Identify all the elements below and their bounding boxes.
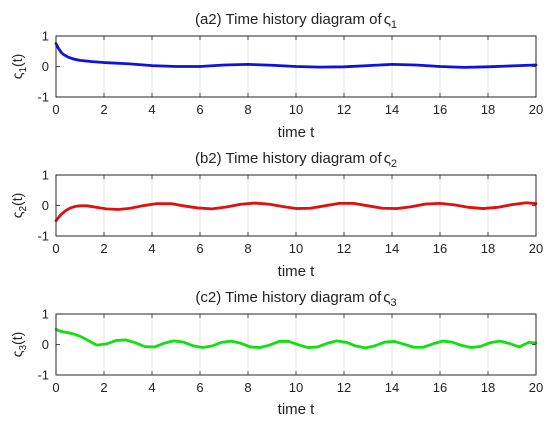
x-tick-label: 20 bbox=[529, 380, 543, 395]
y-axis-label-symbol: ς bbox=[9, 72, 25, 79]
chart-title-symbol: ς bbox=[384, 150, 391, 167]
y-axis-label-suffix: (t) bbox=[9, 54, 25, 67]
subplot-2: 0 2 4 6 8 10 12 14 16 18 20-101(b2) Time history d… bbox=[9, 150, 543, 280]
x-tick-label: 6 bbox=[196, 102, 203, 117]
x-tick-label: 4 bbox=[148, 380, 155, 395]
x-tick-label: 16 bbox=[433, 380, 447, 395]
x-tick-label: 10 bbox=[289, 241, 303, 256]
x-tick-label: 14 bbox=[385, 241, 399, 256]
y-axis-label-subscript: 2 bbox=[18, 206, 29, 212]
subplot-1: 0 2 4 6 8 10 12 14 16 18 20-101(a2) Time history d… bbox=[9, 11, 543, 141]
x-tick-label: 20 bbox=[529, 102, 543, 117]
x-tick-label: 8 bbox=[244, 241, 251, 256]
x-tick-label: 14 bbox=[385, 102, 399, 117]
y-tick-label: 1 bbox=[42, 168, 49, 183]
x-tick-label: 6 bbox=[196, 241, 203, 256]
x-tick-label: 14 bbox=[385, 380, 399, 395]
chart-title-symbol: ς bbox=[383, 289, 390, 306]
x-tick-label: 16 bbox=[433, 102, 447, 117]
x-tick-label: 2 bbox=[100, 380, 107, 395]
y-tick-label: 1 bbox=[42, 29, 49, 44]
y-axis-label: ς2(t) bbox=[9, 193, 29, 219]
x-tick-label: 4 bbox=[148, 102, 155, 117]
x-tick-label: 10 bbox=[289, 102, 303, 117]
x-tick-label: 8 bbox=[244, 380, 251, 395]
x-tick-label: 4 bbox=[148, 241, 155, 256]
x-tick-label: 18 bbox=[481, 241, 495, 256]
chart-title-subscript: 3 bbox=[391, 297, 397, 309]
x-tick-label: 6 bbox=[196, 380, 203, 395]
series-line-3 bbox=[54, 327, 538, 350]
chart-title-text: (a2) Time history diagram of bbox=[195, 11, 383, 28]
y-axis-label: ς3(t) bbox=[9, 332, 29, 358]
y-tick-label: -1 bbox=[37, 368, 49, 383]
x-tick-label: 10 bbox=[289, 380, 303, 395]
x-tick-label: 20 bbox=[529, 241, 543, 256]
y-axis-label-subscript: 3 bbox=[18, 345, 29, 351]
x-tick-label: 0 bbox=[52, 102, 59, 117]
y-axis-label-suffix: (t) bbox=[9, 193, 25, 206]
x-tick-label: 2 bbox=[100, 102, 107, 117]
y-tick-label: 1 bbox=[42, 307, 49, 322]
y-tick-label: 0 bbox=[42, 337, 49, 352]
x-tick-label: 16 bbox=[433, 241, 447, 256]
x-tick-label: 12 bbox=[337, 102, 351, 117]
y-axis-label-symbol: ς bbox=[9, 350, 25, 357]
chart-title: (c2) Time history diagram of ς3 bbox=[195, 289, 396, 309]
chart-title-text: (c2) Time history diagram of bbox=[195, 289, 382, 306]
x-tick-label: 12 bbox=[337, 380, 351, 395]
x-tick-label: 12 bbox=[337, 241, 351, 256]
y-tick-label: 0 bbox=[42, 59, 49, 74]
x-axis-label: time t bbox=[278, 263, 316, 280]
x-axis-label: time t bbox=[278, 124, 316, 141]
series-line-2 bbox=[54, 201, 538, 223]
y-axis-label: ς1(t) bbox=[9, 54, 29, 80]
subplot-3: 0 2 4 6 8 10 12 14 16 18 20-101(c2) Time history d… bbox=[9, 289, 543, 418]
y-tick-label: -1 bbox=[37, 229, 49, 244]
chart-title: (a2) Time history diagram of ς1 bbox=[195, 11, 397, 31]
chart-title-subscript: 1 bbox=[391, 19, 397, 31]
y-tick-label: 0 bbox=[42, 198, 49, 213]
chart-title-subscript: 2 bbox=[391, 158, 397, 170]
x-tick-label: 8 bbox=[244, 102, 251, 117]
series-line-1 bbox=[54, 42, 538, 69]
chart-title-symbol: ς bbox=[384, 11, 391, 28]
chart-title: (b2) Time history diagram of ς2 bbox=[195, 150, 397, 170]
x-tick-label: 2 bbox=[100, 241, 107, 256]
y-axis-label-suffix: (t) bbox=[9, 332, 25, 345]
x-tick-label: 0 bbox=[52, 241, 59, 256]
y-tick-label: -1 bbox=[37, 90, 49, 105]
x-tick-label: 0 bbox=[52, 380, 59, 395]
y-axis-label-symbol: ς bbox=[9, 211, 25, 218]
x-tick-label: 18 bbox=[481, 102, 495, 117]
x-axis-label: time t bbox=[278, 401, 316, 418]
x-tick-label: 18 bbox=[481, 380, 495, 395]
y-axis-label-subscript: 1 bbox=[18, 67, 29, 73]
chart-title-text: (b2) Time history diagram of bbox=[195, 150, 383, 167]
